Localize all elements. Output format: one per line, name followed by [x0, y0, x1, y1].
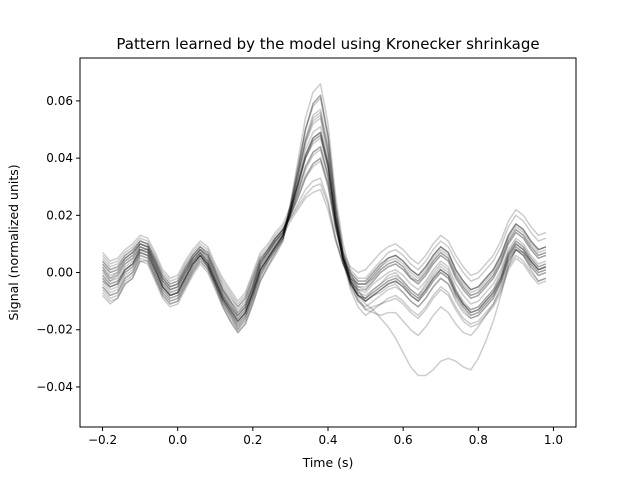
series-line-22: [101, 114, 547, 328]
ticks-group: −0.2 0.0 0.2 0.4 0.6 0.8 1.0 −0.04 −0.02 0.00 0.02…: [36, 94, 563, 447]
series-line-19: [101, 131, 547, 317]
y-tick-label: −0.04: [36, 380, 73, 394]
series-line-9: [101, 125, 547, 325]
series-line-2: [101, 157, 547, 308]
series-line-4: [101, 134, 547, 317]
series-line-8: [101, 131, 547, 320]
series-line-13: [101, 117, 547, 331]
x-tick-label: 0.0: [168, 433, 187, 447]
series-line-18: [101, 94, 547, 334]
x-axis-label: Time (s): [302, 455, 354, 470]
series-line-14: [101, 145, 547, 317]
series-line-15: [101, 108, 547, 328]
y-axis-label: Signal (normalized units): [6, 164, 21, 320]
series-line-5: [101, 134, 547, 322]
series-line-17: [101, 177, 547, 311]
series-line-7: [101, 111, 547, 331]
x-tick-label: 0.8: [469, 433, 488, 447]
x-tick-label: 1.0: [544, 433, 563, 447]
y-tick-label: 0.02: [46, 208, 73, 222]
series-line-1: [102, 94, 547, 325]
x-tick-label: 0.2: [243, 433, 262, 447]
y-tick-label: −0.02: [36, 323, 73, 337]
series-line-6: [101, 148, 547, 305]
chart-title: Pattern learned by the model using Krone…: [116, 35, 539, 53]
series-line-11: [101, 97, 547, 337]
series-group: [101, 82, 547, 377]
series-line-16: [101, 188, 547, 377]
series-line-12: [101, 183, 547, 314]
series-line-21: [101, 137, 547, 302]
plot-frame: [79, 57, 577, 428]
y-tick-label: 0.00: [46, 266, 73, 280]
y-tick-label: 0.04: [46, 151, 73, 165]
x-tick-label: 0.4: [318, 433, 337, 447]
x-tick-label: −0.2: [88, 433, 117, 447]
x-tick-label: 0.6: [394, 433, 413, 447]
series-line-24: [101, 131, 547, 322]
y-tick-label: 0.06: [46, 94, 73, 108]
series-line-10: [101, 160, 547, 308]
series-line-3: [101, 82, 547, 334]
series-line-20: [101, 145, 547, 322]
series-line-23: [101, 157, 547, 314]
